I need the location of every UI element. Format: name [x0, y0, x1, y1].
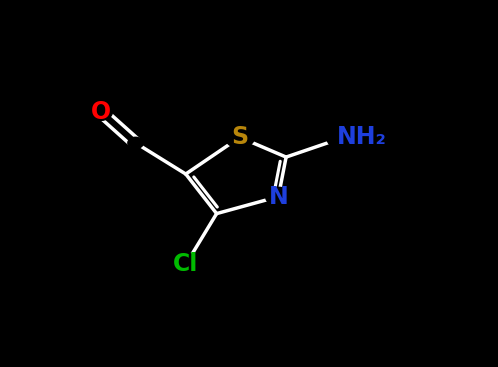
Text: Cl: Cl	[173, 252, 198, 276]
Circle shape	[327, 124, 362, 150]
Text: N: N	[268, 185, 288, 208]
Text: O: O	[91, 100, 111, 124]
Circle shape	[225, 127, 254, 148]
Text: NH₂: NH₂	[337, 125, 386, 149]
Circle shape	[170, 253, 201, 276]
Circle shape	[128, 137, 143, 149]
Text: S: S	[231, 125, 249, 149]
Circle shape	[265, 187, 291, 206]
Circle shape	[89, 103, 113, 120]
